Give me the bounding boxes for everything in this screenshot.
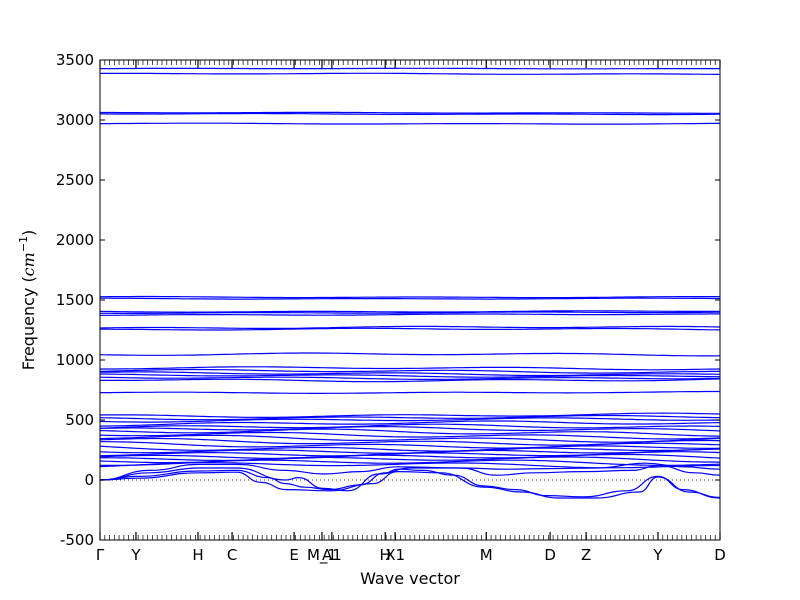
- band-line: [100, 111, 720, 114]
- y-axis-label-exponent: −1: [17, 236, 30, 252]
- x-tick-label: M_1: [307, 546, 337, 565]
- x-tick-label: Z: [581, 546, 591, 564]
- band-line: [99, 426, 721, 432]
- y-tick-label: 2500: [56, 171, 94, 189]
- band-line: [99, 468, 721, 499]
- band-lines: [99, 67, 721, 499]
- band-line: [100, 112, 721, 116]
- band-line: [99, 451, 721, 460]
- band-line: [99, 376, 721, 380]
- band-line: [99, 445, 721, 452]
- band-line: [99, 368, 720, 374]
- band-line: [99, 462, 721, 481]
- band-line: [99, 428, 721, 437]
- x-tick-label: Γ: [96, 546, 105, 564]
- x-tick-label: E: [289, 546, 298, 564]
- band-line: [99, 414, 720, 421]
- y-tick-label: 2000: [56, 231, 94, 249]
- y-tick-label: 0: [84, 471, 94, 489]
- x-tick-label: H: [380, 546, 391, 564]
- y-tick-label: 3000: [56, 111, 94, 129]
- x-tick-label: H: [192, 546, 203, 564]
- y-tick-label: -500: [60, 531, 94, 549]
- band-line: [100, 366, 721, 371]
- x-tick-label: C: [227, 546, 237, 564]
- band-line: [99, 313, 720, 316]
- y-tick-label: 500: [65, 411, 94, 429]
- y-axis-label-close: ): [19, 230, 38, 236]
- y-axis-label-text: Frequency (: [19, 276, 38, 370]
- x-tick-label: D: [714, 546, 726, 564]
- band-line: [99, 462, 720, 469]
- x-tick-label: Y: [130, 546, 141, 564]
- band-line: [99, 325, 721, 329]
- band-line: [100, 67, 720, 70]
- band-line: [99, 310, 720, 313]
- band-line: [99, 412, 721, 418]
- y-tick-label: 3500: [56, 51, 94, 69]
- band-line: [100, 311, 720, 314]
- x-axis-label: Wave vector: [360, 569, 460, 588]
- x-tick-label: X1: [385, 546, 405, 564]
- band-line: [99, 434, 721, 443]
- y-axis-label-math: cm: [19, 252, 38, 276]
- x-axis-ticks: Γ Y H C E M_1A1 HX1 M D Z Y D: [96, 60, 726, 565]
- y-axis-ticks: -500 0 500 1000 1500 2000 2500 3000 3500: [56, 51, 720, 549]
- band-line: [99, 431, 721, 440]
- x-tick-label: Y: [652, 546, 663, 564]
- x-tick-label: M: [480, 546, 493, 564]
- band-line: [99, 352, 721, 357]
- plot-frame: [99, 59, 721, 541]
- band-line: [99, 417, 721, 423]
- band-line: [100, 72, 720, 76]
- x-tick-label: A1: [322, 546, 342, 564]
- band-line: [100, 327, 721, 331]
- band-line: [99, 453, 721, 462]
- band-line: [99, 423, 721, 429]
- band-line: [100, 122, 720, 125]
- band-line: [99, 464, 721, 492]
- band-line: [99, 371, 721, 377]
- y-tick-label: 1500: [56, 291, 94, 309]
- band-line: [99, 420, 721, 427]
- band-line: [100, 295, 721, 299]
- band-line: [99, 470, 721, 499]
- x-tick-label: D: [544, 546, 556, 564]
- y-tick-label: 1000: [56, 351, 94, 369]
- band-line: [100, 390, 720, 394]
- band-line: [100, 373, 720, 378]
- band-line: [100, 297, 720, 300]
- band-line: [100, 378, 721, 383]
- y-axis-label: Frequency (cm−1): [17, 230, 38, 371]
- band-line: [100, 441, 721, 449]
